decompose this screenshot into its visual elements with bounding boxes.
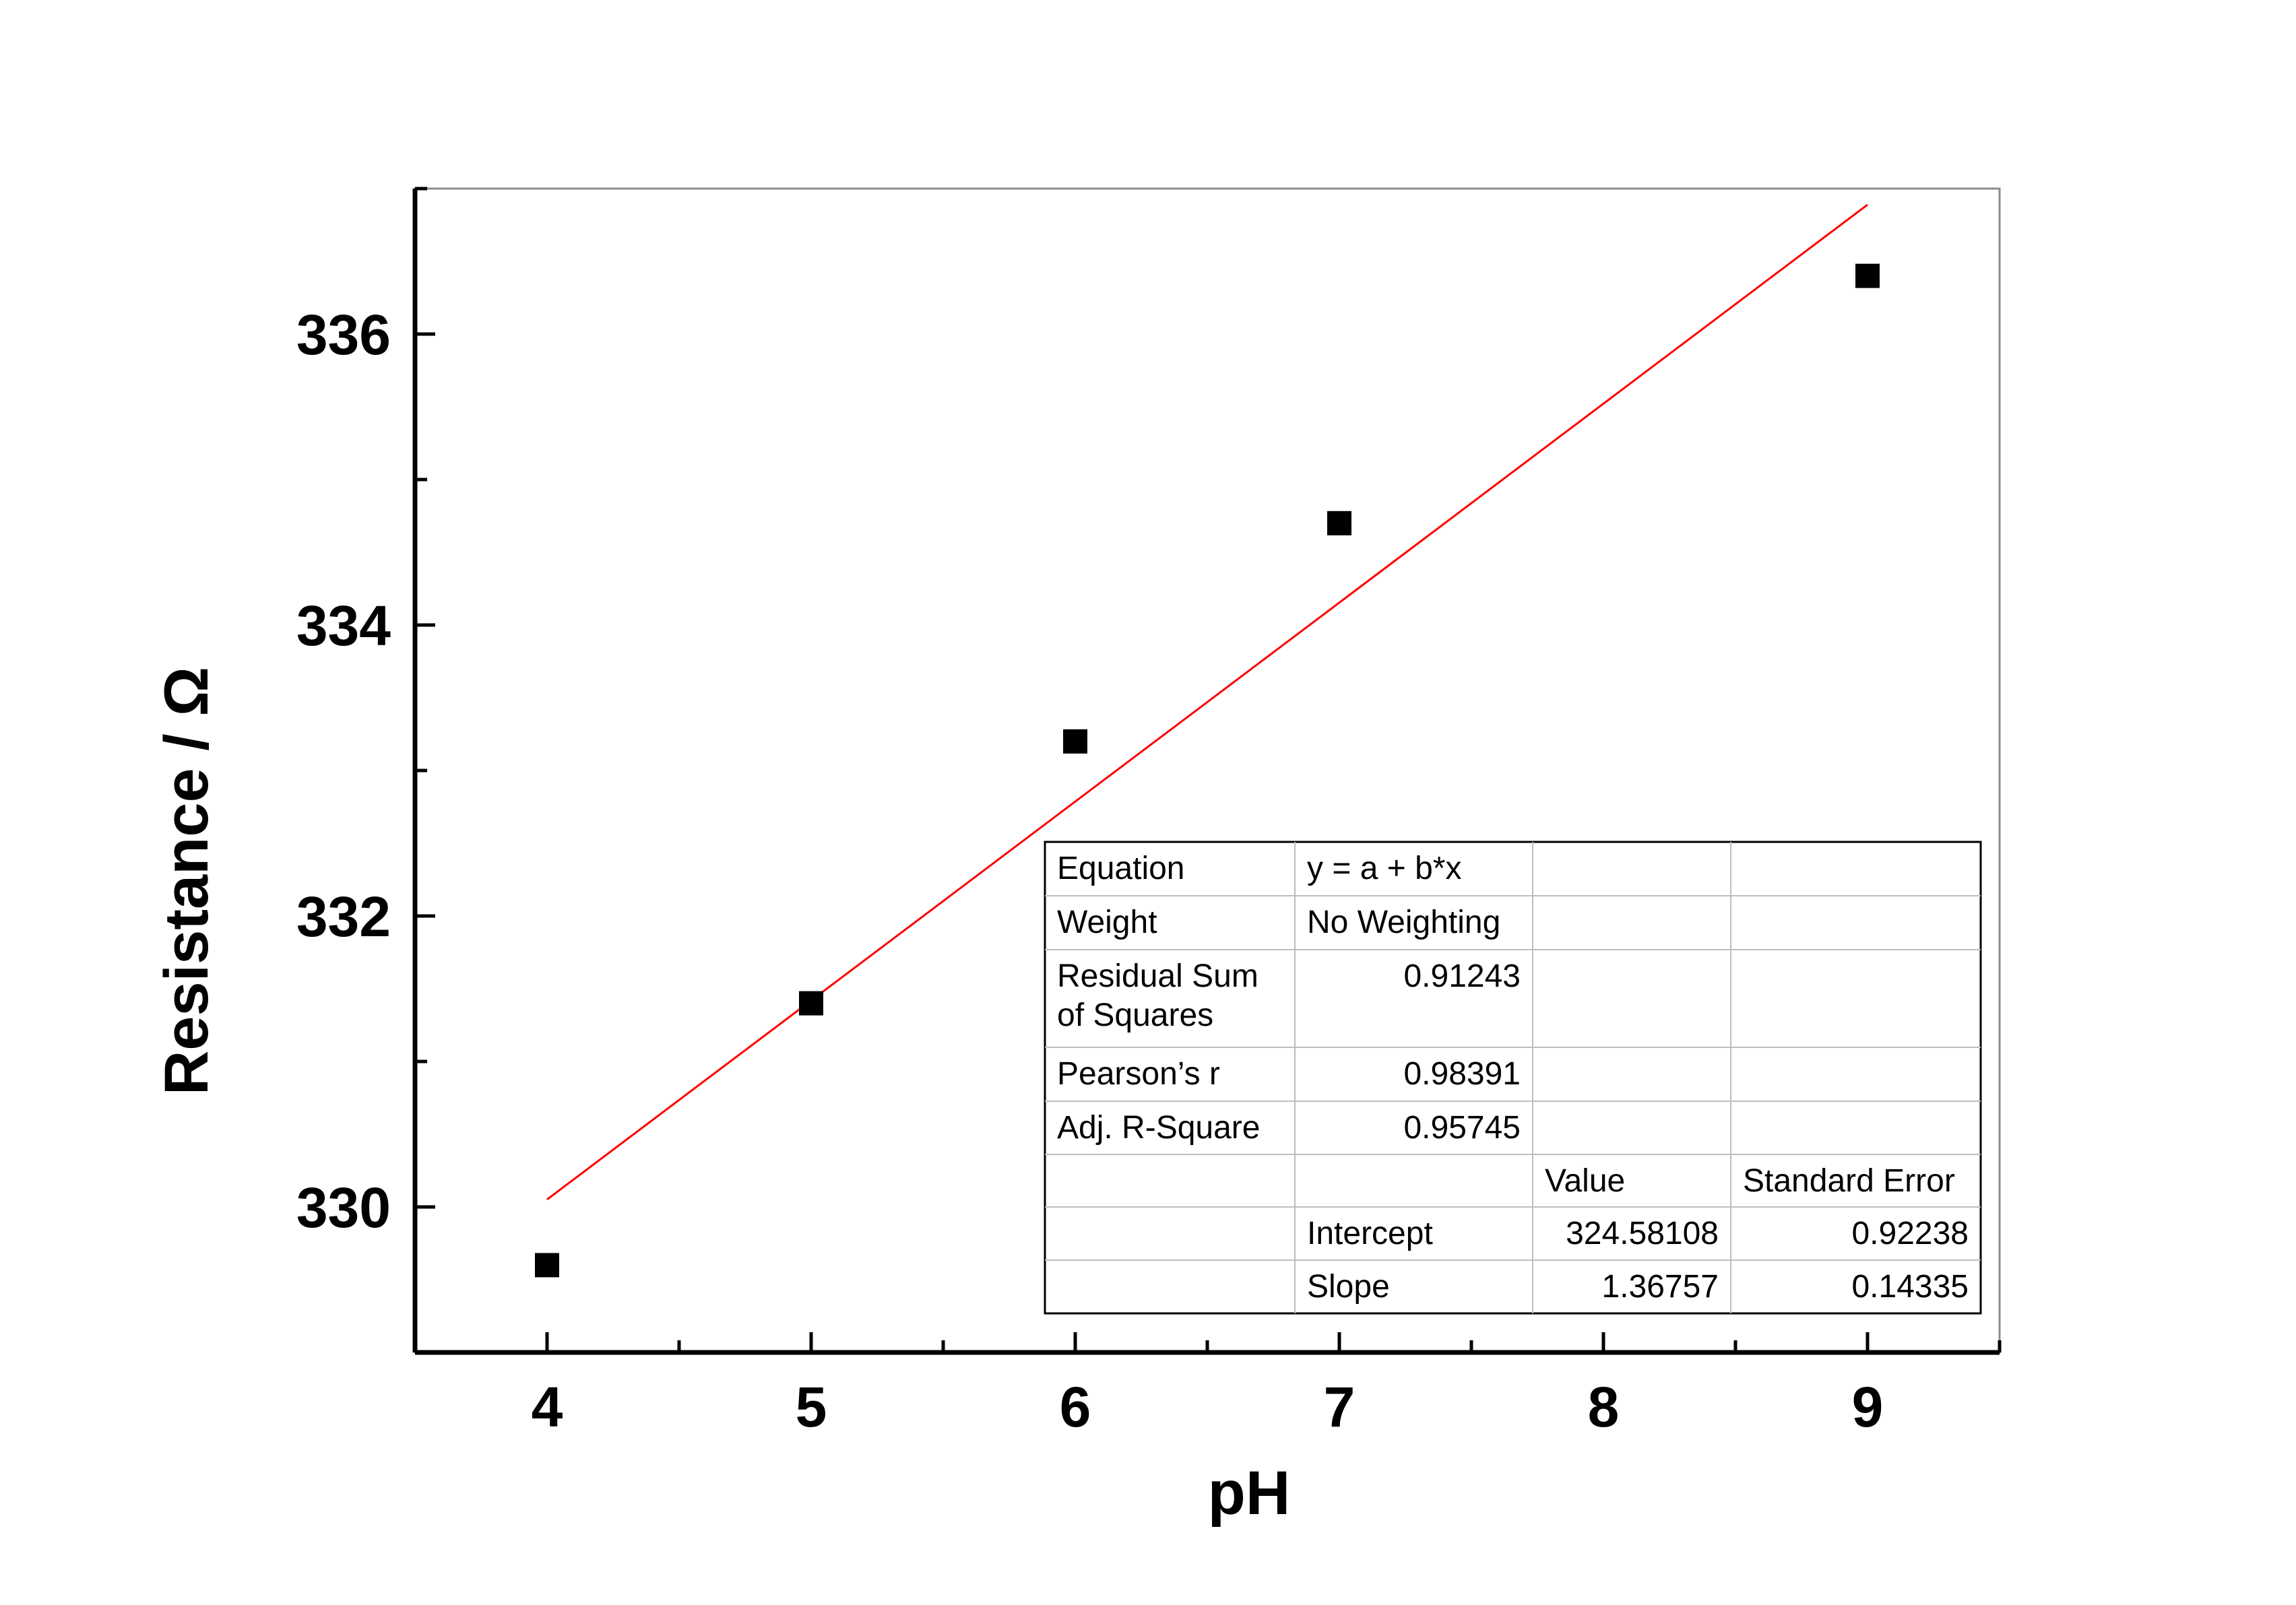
y-tick-label: 332 bbox=[296, 885, 391, 948]
x-tick-label: 8 bbox=[1588, 1375, 1620, 1439]
table-cell-line: Slope bbox=[1307, 1269, 1390, 1305]
table-cell: 0.14335 bbox=[1851, 1269, 1969, 1305]
table-cell-line: 0.91243 bbox=[1403, 958, 1521, 994]
x-tick-label: 6 bbox=[1060, 1375, 1091, 1439]
table-cell-line: Equation bbox=[1057, 851, 1185, 886]
table-cell-line: Residual Sum bbox=[1057, 958, 1258, 994]
x-tick-label: 9 bbox=[1852, 1375, 1884, 1439]
x-axis-title: pH bbox=[1208, 1459, 1291, 1528]
table-cell-line: 0.98391 bbox=[1403, 1056, 1521, 1092]
data-point bbox=[1855, 263, 1880, 288]
data-point bbox=[799, 991, 823, 1016]
table-cell-line: Weight bbox=[1057, 905, 1157, 940]
table-cell-line: Standard Error bbox=[1743, 1163, 1955, 1199]
x-tick-label: 5 bbox=[796, 1375, 827, 1439]
table-cell: Slope bbox=[1307, 1269, 1390, 1305]
y-axis-title: Resistance / Ω bbox=[152, 667, 221, 1095]
data-point bbox=[535, 1253, 559, 1278]
fit-line bbox=[546, 203, 1868, 1201]
table-cell-line: Pearson’s r bbox=[1057, 1056, 1220, 1092]
table-cell: 0.95745 bbox=[1403, 1110, 1521, 1146]
table-cell-line: 0.14335 bbox=[1851, 1269, 1969, 1305]
table-cell-line: No Weighting bbox=[1307, 905, 1500, 940]
table-cell-line: y = a + b*x bbox=[1307, 851, 1461, 886]
table-cell: Adj. R-Square bbox=[1057, 1110, 1260, 1146]
table-cell: Residual Sum of Squares bbox=[1057, 958, 1258, 1033]
table-cell: Value bbox=[1545, 1163, 1625, 1199]
table-cell: Pearson’s r bbox=[1057, 1056, 1220, 1092]
data-point bbox=[1327, 511, 1351, 535]
fit-line-layer bbox=[546, 203, 1868, 1201]
table-cell: Weight bbox=[1057, 905, 1157, 940]
table-cell: 0.91243 bbox=[1403, 958, 1521, 994]
axes: 4 5 6 7 8 9 330 332 334 336 bbox=[296, 187, 2002, 1439]
table-cell-line: Intercept bbox=[1307, 1216, 1433, 1251]
table-cell-line: 1.36757 bbox=[1601, 1269, 1719, 1305]
table-cell: Standard Error bbox=[1743, 1163, 1955, 1199]
table-cell-line: 0.92238 bbox=[1851, 1216, 1969, 1251]
fit-results-table: Equation y = a + b*x Weight No Weighting Res… bbox=[1044, 841, 1982, 1315]
table-cell: Intercept bbox=[1307, 1216, 1433, 1251]
table-cell-line: 324.58108 bbox=[1566, 1216, 1719, 1251]
x-tick-label: 7 bbox=[1324, 1375, 1356, 1439]
table-cell-line: 0.95745 bbox=[1403, 1110, 1521, 1146]
table-cell: No Weighting bbox=[1307, 905, 1500, 940]
x-tick-label: 4 bbox=[532, 1375, 563, 1439]
y-tick-label: 336 bbox=[296, 303, 391, 366]
table-cell: Equation bbox=[1057, 851, 1185, 886]
table-border bbox=[1044, 841, 1982, 1315]
y-tick-label: 330 bbox=[296, 1176, 391, 1239]
table-cell: y = a + b*x bbox=[1307, 851, 1461, 886]
y-tick-label: 334 bbox=[296, 594, 391, 657]
data-points bbox=[535, 263, 1880, 1278]
table-cell: 0.92238 bbox=[1851, 1216, 1969, 1251]
table-cell-line: Adj. R-Square bbox=[1057, 1110, 1260, 1146]
data-point bbox=[1063, 729, 1087, 754]
table-cell-line: Value bbox=[1545, 1163, 1625, 1199]
table-cell: 324.58108 bbox=[1566, 1216, 1719, 1251]
table-cell-line: of Squares bbox=[1057, 997, 1213, 1033]
table-cell: 1.36757 bbox=[1601, 1269, 1719, 1305]
table-cell: 0.98391 bbox=[1403, 1056, 1521, 1092]
